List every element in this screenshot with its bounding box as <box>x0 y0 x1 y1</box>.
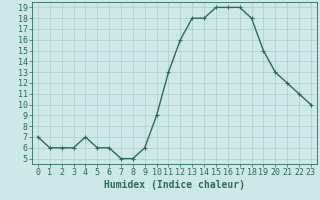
X-axis label: Humidex (Indice chaleur): Humidex (Indice chaleur) <box>104 180 245 190</box>
